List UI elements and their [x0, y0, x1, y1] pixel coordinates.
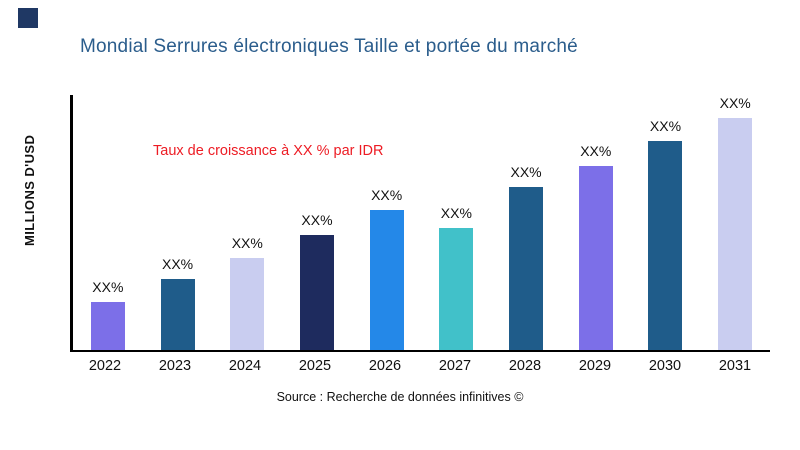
x-tick-label-2025: 2025 [298, 358, 332, 374]
bar-slot-2024: XX% [212, 95, 282, 350]
bar-slot-2031: XX% [700, 95, 770, 350]
plot-area: Taux de croissance à XX % par IDR XX% XX%… [70, 95, 770, 352]
x-tick-label-2026: 2026 [368, 358, 402, 374]
x-tick-label-2024: 2024 [228, 358, 262, 374]
bar-2029 [578, 166, 613, 350]
bar-slot-2023: XX% [143, 95, 213, 350]
bar-value-label: XX% [231, 235, 263, 252]
x-tick-label-2027: 2027 [438, 358, 472, 374]
bars-row: XX% XX% XX% XX% XX% XX% XX% XX% XX% XX% [73, 95, 770, 350]
bar-slot-2027: XX% [422, 95, 492, 350]
bar-value-label: XX% [92, 278, 124, 295]
bar-slot-2029: XX% [561, 95, 631, 350]
bar-value-label: XX% [580, 143, 612, 160]
x-axis-ticks: 2022 2023 2024 2025 2026 2027 2028 2029 2030 2031 [70, 358, 770, 374]
bar-2031 [718, 118, 753, 350]
bar-2022 [90, 301, 125, 350]
bar-slot-2025: XX% [282, 95, 352, 350]
bar-slot-2026: XX% [352, 95, 422, 350]
bar-slot-2022: XX% [73, 95, 143, 350]
source-caption: Source : Recherche de données infinitive… [276, 390, 524, 404]
bar-2024 [230, 258, 265, 350]
x-tick-label-2030: 2030 [648, 358, 682, 374]
bar-value-label: XX% [510, 163, 542, 180]
bar-2025 [299, 235, 334, 350]
bar-slot-2030: XX% [631, 95, 701, 350]
bar-2030 [648, 140, 683, 350]
x-tick-label-2023: 2023 [158, 358, 192, 374]
bar-value-label: XX% [371, 186, 403, 203]
bar-value-label: XX% [649, 117, 682, 134]
bar-value-label: XX% [161, 255, 194, 272]
x-tick-label-2028: 2028 [508, 358, 542, 374]
brand-corner-square [18, 8, 38, 28]
bar-2028 [509, 186, 544, 350]
bar-value-label: XX% [719, 95, 751, 111]
x-tick-label-2031: 2031 [718, 358, 752, 374]
growth-rate-annotation: Taux de croissance à XX % par IDR [153, 143, 384, 159]
bar-value-label: XX% [301, 212, 333, 229]
x-tick-label-2029: 2029 [578, 358, 612, 374]
chart-title: Mondial Serrures électroniques Taille et… [80, 36, 578, 57]
bar-value-label: XX% [440, 204, 472, 221]
bar-2026 [369, 209, 404, 350]
bar-2023 [160, 278, 195, 350]
bar-2027 [439, 227, 474, 350]
y-axis-label: MILLIONS D'USD [22, 134, 37, 246]
bar-slot-2028: XX% [491, 95, 561, 350]
x-tick-label-2022: 2022 [88, 358, 122, 374]
